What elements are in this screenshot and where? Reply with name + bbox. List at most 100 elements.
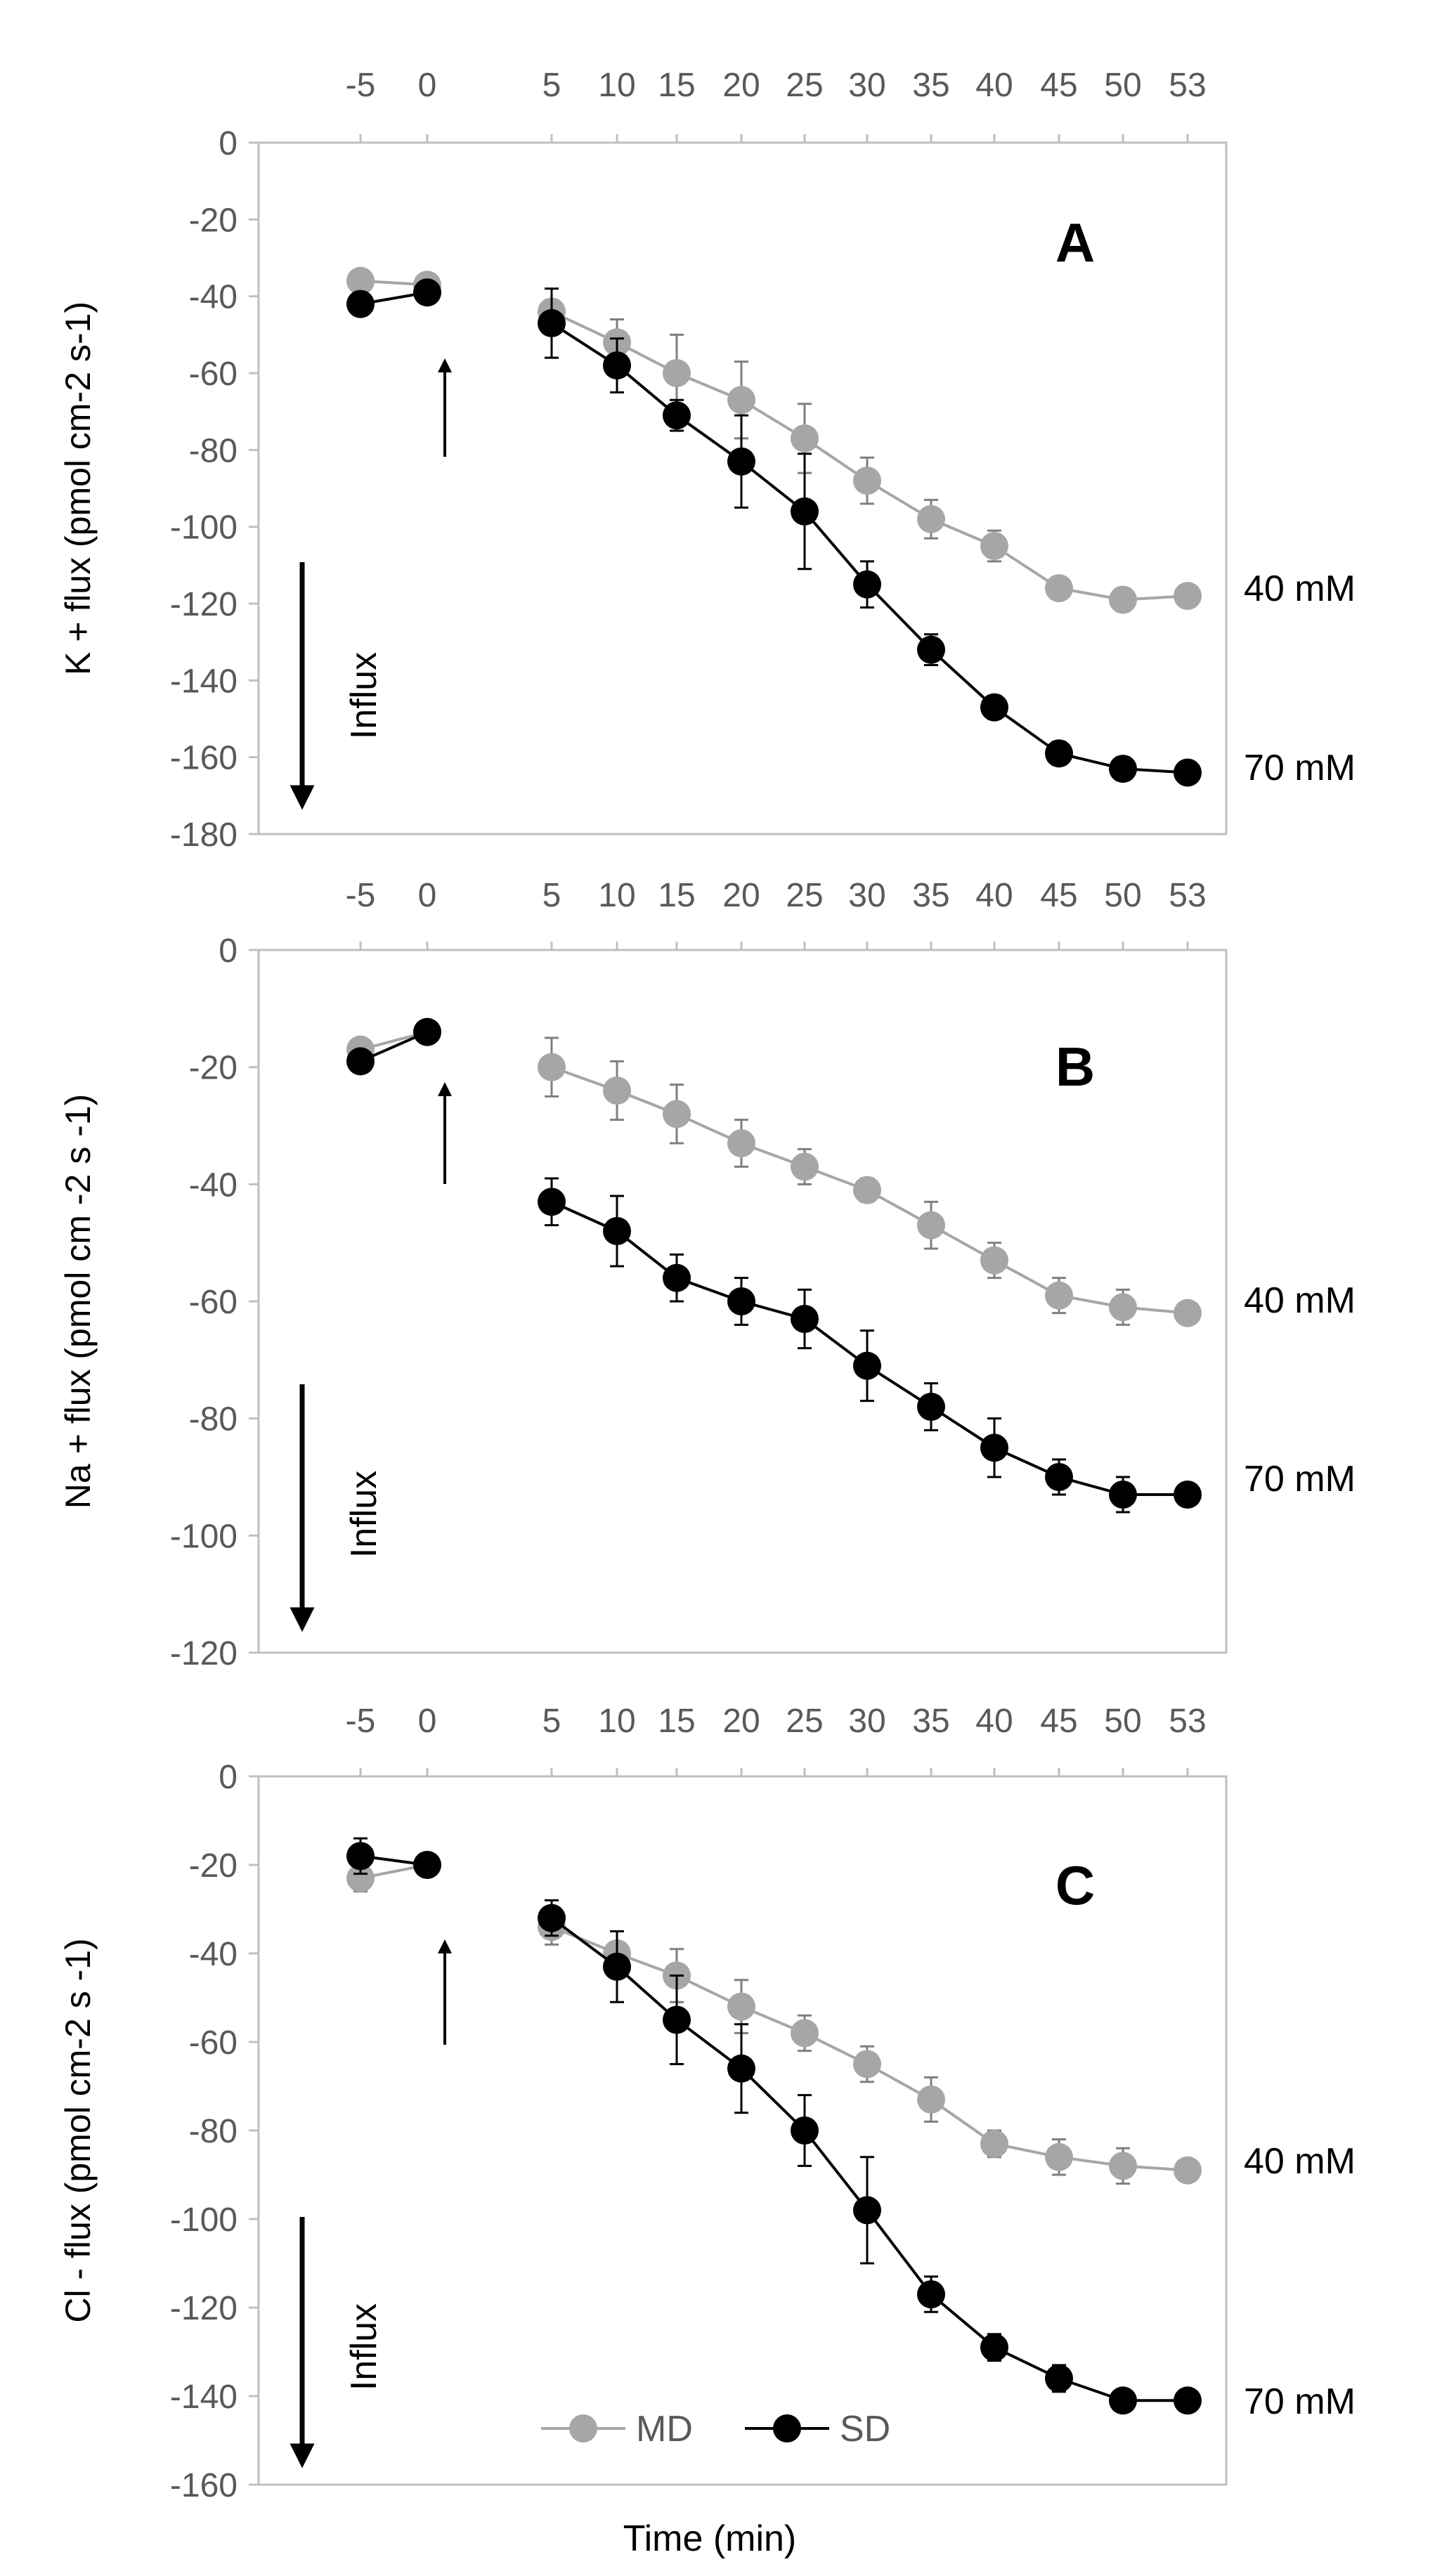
data-point — [727, 447, 755, 476]
data-point — [791, 1152, 819, 1181]
data-point — [603, 1076, 631, 1105]
x-tick-label: 45 — [1040, 1703, 1077, 1740]
data-point — [603, 351, 631, 380]
x-tick-label: 35 — [912, 67, 949, 104]
data-point — [1109, 585, 1137, 614]
y-tick-label: -40 — [189, 1936, 238, 1973]
x-tick-label: 40 — [975, 1703, 1013, 1740]
data-point — [727, 1129, 755, 1157]
panel-letter: B — [1055, 1036, 1095, 1098]
data-point — [917, 2280, 945, 2309]
x-tick-label: 53 — [1169, 67, 1206, 104]
x-tick-label: -5 — [346, 67, 376, 104]
panel-letter: C — [1055, 1854, 1095, 1916]
data-point — [1109, 755, 1137, 783]
data-point — [603, 1217, 631, 1245]
x-tick-label: 5 — [542, 1703, 561, 1740]
panel-b: 0 -20 -40 -60 -80 -100 -120 -5 0 5 10 15 20 25 30 35 40 4… — [58, 877, 1356, 1672]
data-point — [980, 2333, 1008, 2362]
data-point — [1174, 582, 1202, 611]
data-point — [413, 1017, 441, 1046]
data-point — [980, 532, 1008, 560]
influx-label: Influx — [344, 2303, 384, 2390]
concentration-label: 40 mM — [1244, 2141, 1356, 2182]
y-tick-label: -140 — [170, 2379, 238, 2416]
data-point — [346, 290, 375, 318]
y-tick-label: 0 — [219, 125, 238, 162]
data-point — [663, 401, 691, 430]
data-point — [853, 2050, 881, 2079]
data-point — [1045, 739, 1073, 768]
x-tick-label: 50 — [1104, 877, 1141, 914]
y-tick-label: -80 — [189, 1401, 238, 1438]
data-point — [1109, 1293, 1137, 1322]
data-point — [727, 1992, 755, 2021]
series-sd — [346, 1837, 1202, 2415]
x-tick-label: 10 — [598, 67, 635, 104]
data-point — [1109, 2386, 1137, 2415]
series-line-main — [550, 322, 1188, 774]
x-tick-label: 25 — [786, 1703, 823, 1740]
x-tick-label: 30 — [848, 67, 885, 104]
y-tick-label: -140 — [170, 663, 238, 700]
y-tick-label: -80 — [189, 2113, 238, 2150]
y-tick-label: -100 — [170, 1518, 238, 1555]
concentration-label: 70 mM — [1244, 2381, 1356, 2422]
series-line-main — [551, 310, 1188, 601]
data-point — [917, 1393, 945, 1421]
data-point — [853, 1176, 881, 1204]
y-tick-label: -40 — [189, 279, 238, 316]
y-axis-label: Na + flux (pmol cm -2 s -1) — [58, 1094, 98, 1509]
x-tick-label: 35 — [912, 1703, 949, 1740]
data-point — [727, 386, 755, 415]
concentration-label: 70 mM — [1244, 1459, 1356, 1500]
data-point — [663, 359, 691, 387]
data-point — [980, 2129, 1008, 2158]
data-point — [413, 278, 441, 307]
x-tick-label: 30 — [848, 1703, 885, 1740]
x-tick-label: 15 — [658, 1703, 695, 1740]
data-point — [727, 1287, 755, 1315]
y-tick-label: -40 — [189, 1166, 238, 1204]
y-tick-label: -120 — [170, 2290, 238, 2327]
data-point — [917, 635, 945, 664]
y-tick-label: -80 — [189, 432, 238, 469]
x-tick-label: 50 — [1104, 1703, 1141, 1740]
series-sd — [346, 278, 1202, 787]
data-point — [980, 1433, 1008, 1462]
data-point — [538, 1904, 566, 1932]
y-tick-label: -100 — [170, 509, 238, 547]
x-tick-label: 40 — [975, 877, 1013, 914]
y-tick-label: -60 — [189, 2024, 238, 2062]
data-point — [1045, 1281, 1073, 1310]
y-tick-label: 0 — [219, 932, 238, 970]
data-point — [1045, 574, 1073, 603]
legend-marker — [773, 2414, 801, 2442]
data-point — [413, 1851, 441, 1879]
data-point — [853, 467, 881, 495]
influx-label: Influx — [344, 652, 384, 739]
data-point — [538, 1188, 566, 1216]
panel-c: 0 -20 -40 -60 -80 -100 -120 -140 -160 -5 0 5 10 15 20 2… — [58, 1703, 1356, 2559]
y-tick-label: -180 — [170, 817, 238, 854]
x-tick-label: 5 — [542, 67, 561, 104]
data-point — [791, 497, 819, 526]
x-tick-label: -5 — [346, 877, 376, 914]
concentration-label: 70 mM — [1244, 748, 1356, 788]
data-point — [346, 266, 375, 295]
data-point — [791, 2116, 819, 2145]
x-tick-label: 45 — [1040, 67, 1077, 104]
x-tick-label: 0 — [418, 67, 437, 104]
x-tick-label: 0 — [418, 1703, 437, 1740]
data-point — [346, 1842, 375, 1871]
influx-label: Influx — [344, 1471, 384, 1558]
data-point — [791, 424, 819, 453]
data-point — [663, 1263, 691, 1292]
y-tick-label: 0 — [219, 1759, 238, 1796]
y-axis-label: K + flux (pmol cm-2 s-1) — [58, 301, 98, 675]
y-axis-label: Cl - flux (pmol cm-2 s -1) — [58, 1938, 98, 2322]
data-point — [1174, 2156, 1202, 2185]
data-point — [1045, 1463, 1073, 1491]
series-sd — [346, 1017, 1202, 1514]
